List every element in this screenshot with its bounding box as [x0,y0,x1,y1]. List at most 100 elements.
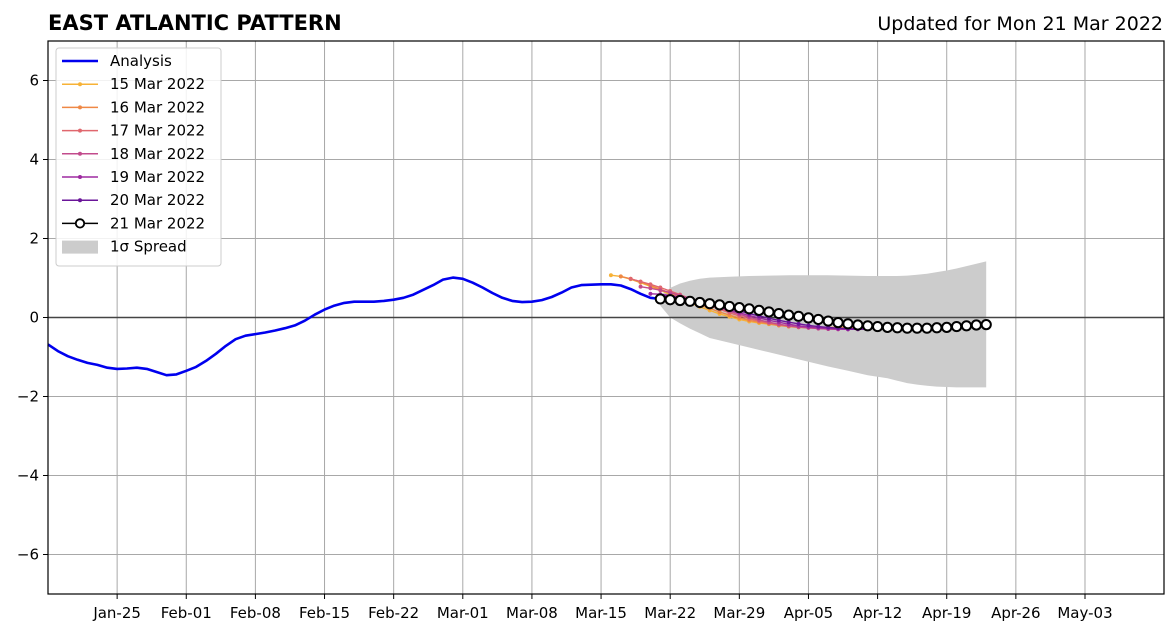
forecast-point [911,322,923,334]
forecast-point [704,298,716,310]
forecast-point [648,286,653,291]
forecast-point [796,321,801,326]
forecast-point [802,312,815,324]
x-tick-label: Feb-08 [230,604,281,622]
x-tick-label: Feb-01 [161,604,212,622]
legend-swatch-marker [78,198,82,203]
legend-swatch-marker [78,82,82,87]
analysis-series-layer [47,276,661,377]
chart-title: EAST ATLANTIC PATTERN [48,11,342,35]
forecast-point [901,322,913,334]
y-tick-label: −4 [17,467,39,485]
forecast-point [664,294,676,306]
legend-label: Analysis [110,52,172,70]
x-tick-label: Mar-22 [644,604,696,622]
forecast-point [816,324,821,329]
forecast-point [648,291,653,296]
y-axis-ticks: 6 4 2 0 −2 −4 −6 [17,72,48,564]
y-tick-label: −6 [17,546,39,564]
spread-band [660,261,987,388]
legend-entry: 20 Mar 2022 [62,191,205,209]
y-tick-label: 0 [29,309,39,327]
forecast-point [812,313,824,326]
x-tick-label: Apr-19 [922,604,972,622]
x-tick-label: Apr-12 [853,604,903,622]
analysis-line [47,276,661,377]
legend-swatch-marker [78,175,82,179]
legend-label: 15 Mar 2022 [110,75,205,93]
forecast-point [618,274,623,279]
x-tick-label: Feb-22 [368,604,419,622]
legend-entry: 21 Mar 2022 [62,214,205,232]
forecast-point [792,310,805,322]
legend-entries: Analysis 15 Mar 2022 16 Mar 2022 17 Mar 202… [62,52,205,256]
y-tick-label: 4 [29,151,39,169]
legend-entry: 1σ Spread [62,238,187,256]
forecast-point [694,296,706,309]
forecast-point [842,318,854,330]
forecast-point [684,295,696,307]
forecast-point [881,321,894,333]
x-tick-label: Apr-05 [784,604,834,622]
chart-updated-date: Updated for Mon 21 Mar 2022 [877,13,1163,35]
forecast-point [980,319,992,331]
y-tick-label: 2 [29,230,39,248]
legend-entry: 19 Mar 2022 [62,168,205,186]
forecast-point [852,319,864,331]
legend-swatch-marker [78,105,82,110]
forecast-point [654,293,666,305]
x-tick-label: Mar-29 [713,604,765,622]
y-tick-label: −2 [17,388,39,406]
forecast-point [960,320,973,332]
x-tick-label: Mar-08 [506,604,558,622]
forecast-point [674,294,686,307]
forecast-series-layer [608,273,992,334]
legend-swatch-marker [74,218,86,229]
forecast-point [608,273,613,278]
forecast-point [733,302,745,314]
forecast-point [628,276,633,281]
forecast-point [723,300,736,313]
legend-entry: 17 Mar 2022 [62,122,205,140]
forecast-point [743,303,755,315]
forecast-point [951,320,963,333]
spread-band-layer [660,261,987,388]
forecast-point [783,309,795,321]
legend-swatch-marker [78,128,82,133]
forecast-point [638,284,643,289]
forecast-point [871,320,884,333]
legend-label: 21 Mar 2022 [110,214,205,232]
forecast-point [941,321,953,333]
x-tick-label: Jan-25 [92,604,141,622]
x-tick-label: Apr-26 [991,604,1041,622]
forecast-point [921,322,933,334]
x-tick-label: May-03 [1057,604,1112,622]
forecast-point [763,306,775,318]
forecast-point [822,315,834,327]
legend-entry: 18 Mar 2022 [62,145,205,163]
forecast-point [806,323,811,328]
legend-label: 18 Mar 2022 [110,145,205,163]
legend-box [55,47,222,267]
legend-label: 16 Mar 2022 [110,98,205,116]
legend-label: 1σ Spread [110,238,187,256]
forecast-point [773,307,785,320]
legend-entry: 16 Mar 2022 [62,98,205,116]
legend: Analysis 15 Mar 2022 16 Mar 2022 17 Mar 202… [55,47,222,267]
legend-swatch-spread [62,240,98,254]
x-tick-label: Mar-01 [437,604,489,622]
forecast-point [638,279,643,284]
forecast-point [931,322,943,334]
legend-swatch-marker [78,151,82,156]
forecast-point [832,317,844,329]
forecast-series-21-mar-2022 [654,293,992,334]
forecast-point [753,304,765,316]
legend-label: 20 Mar 2022 [110,191,205,209]
x-axis-ticks: Jan-25 Feb-01 Feb-08 Feb-15 Feb-22 Mar-01 Mar-… [92,594,1113,622]
x-tick-label: Mar-15 [575,604,627,622]
forecast-point [786,320,791,325]
forecast-point [713,299,726,311]
legend-label: 19 Mar 2022 [110,168,205,186]
legend-label: 17 Mar 2022 [110,122,205,140]
